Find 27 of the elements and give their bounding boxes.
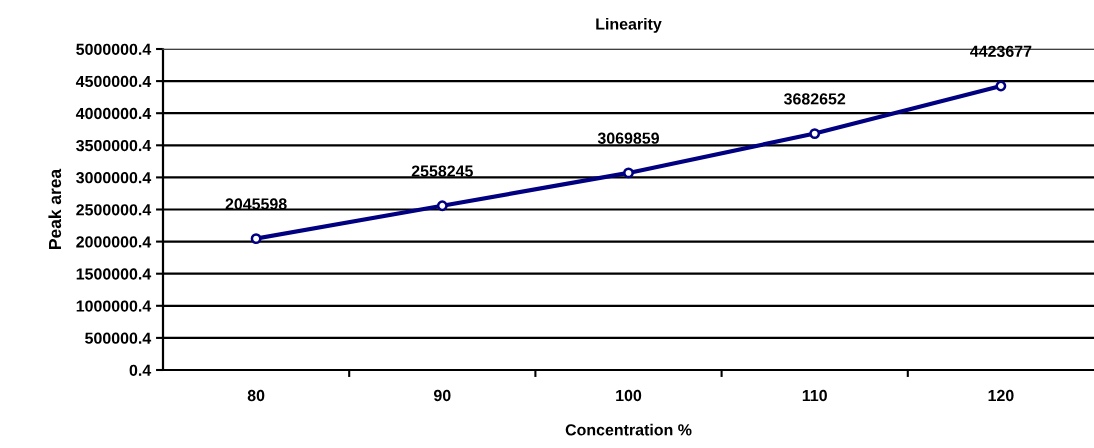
x-tick-label: 120 — [988, 389, 1014, 402]
y-tick-label: 2000000.4 — [76, 236, 152, 248]
y-tick-label: 4500000.4 — [75, 75, 152, 88]
y-tick-label: 4000000.4 — [75, 107, 152, 120]
data-label: 2558245 — [411, 165, 473, 177]
y-axis-title: Peak area — [48, 168, 62, 249]
point — [436, 200, 448, 212]
point — [809, 128, 821, 139]
y-tick-label: 500000.4 — [85, 332, 152, 344]
x-axis-title: Concentration % — [565, 423, 692, 436]
data-label: 3682652 — [783, 93, 846, 105]
x-tick-label: 100 — [616, 389, 642, 402]
point — [623, 167, 634, 179]
x-tick-label: 80 — [247, 389, 265, 402]
point — [995, 80, 1007, 92]
chart-title: Linearity — [596, 17, 662, 33]
y-tick-label: 0.4 — [129, 364, 152, 376]
y-tick-label: 1000000.4 — [76, 300, 152, 312]
y-tick-label: 5000000.4 — [76, 43, 152, 55]
point — [250, 233, 262, 245]
y-tick-label: 2500000.4 — [76, 204, 152, 216]
y-tick-label: 3500000.4 — [76, 139, 152, 152]
y-tick-label: 3000000.4 — [76, 172, 152, 184]
y-tick-label: 1500000.4 — [76, 268, 152, 280]
data-label: 3069859 — [597, 132, 659, 144]
x-tick-label: 90 — [433, 389, 451, 402]
x-tick-label: 110 — [802, 389, 827, 402]
